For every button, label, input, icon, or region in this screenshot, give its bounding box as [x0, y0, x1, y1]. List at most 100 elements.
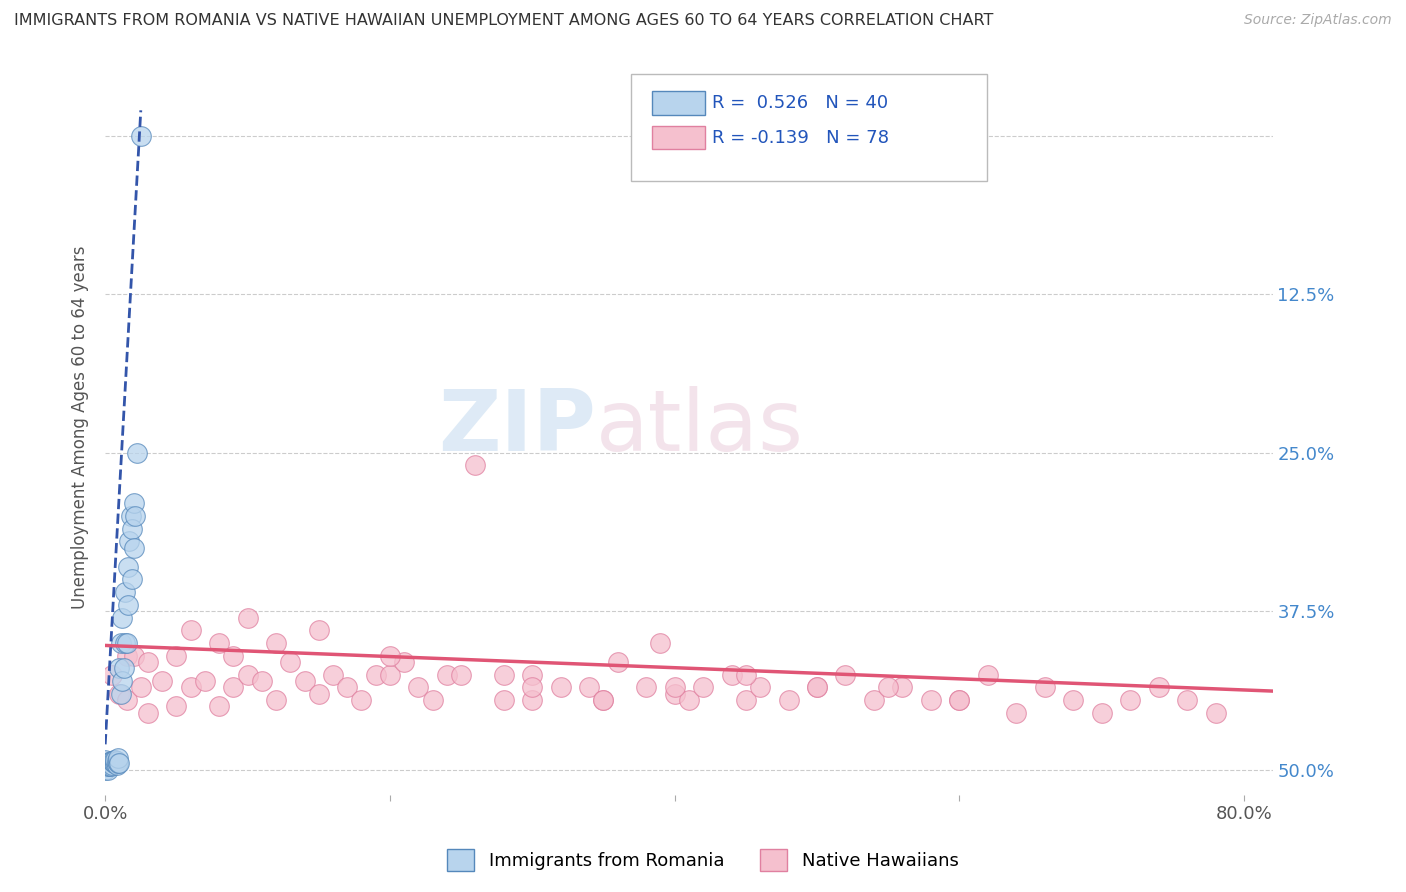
Point [806, 680, 828, 694]
Point [264, 693, 287, 707]
Point [650, 636, 672, 650]
Point [392, 655, 415, 669]
Text: R = -0.139   N = 78: R = -0.139 N = 78 [713, 128, 889, 146]
Point [136, 706, 159, 720]
Point [118, 534, 141, 549]
Text: R =  0.526   N = 40: R = 0.526 N = 40 [713, 94, 889, 112]
Point [108, 687, 131, 701]
Text: IMMIGRANTS FROM ROMANIA VS NATIVE HAWAIIAN UNEMPLOYMENT AMONG AGES 60 TO 64 YEAR: IMMIGRANTS FROM ROMANIA VS NATIVE HAWAII… [14, 13, 994, 29]
Point [678, 693, 700, 707]
Point [110, 636, 132, 650]
Point [122, 541, 145, 555]
Point [636, 680, 658, 694]
Text: ZIP: ZIP [437, 386, 596, 469]
Point [105, 757, 128, 772]
Text: atlas: atlas [596, 386, 803, 469]
Point [112, 661, 135, 675]
Point [107, 756, 129, 771]
Y-axis label: Unemployment Among Ages 60 to 64 years: Unemployment Among Ages 60 to 64 years [72, 245, 89, 609]
Point [94, 763, 117, 777]
Point [97, 759, 120, 773]
Point [111, 610, 134, 624]
Point [422, 693, 444, 707]
Point [122, 496, 145, 510]
Point [124, 509, 146, 524]
Point [121, 522, 143, 536]
Point [1147, 680, 1170, 694]
Point [222, 680, 245, 694]
Point [834, 667, 856, 681]
Point [114, 585, 136, 599]
Point [450, 667, 472, 681]
Point [664, 687, 686, 701]
Point [408, 680, 430, 694]
Point [98, 759, 121, 773]
Point [100, 759, 122, 773]
Point [294, 673, 316, 688]
Point [94, 753, 117, 767]
Point [308, 624, 330, 638]
Point [378, 667, 401, 681]
Point [97, 763, 120, 777]
Point [920, 693, 942, 707]
Point [111, 673, 134, 688]
Point [110, 687, 132, 701]
Point [165, 699, 187, 714]
Point [692, 680, 714, 694]
Point [100, 754, 122, 768]
Point [664, 680, 686, 694]
Point [464, 458, 486, 473]
Point [121, 573, 143, 587]
Point [129, 680, 152, 694]
Text: Source: ZipAtlas.com: Source: ZipAtlas.com [1244, 13, 1392, 28]
FancyBboxPatch shape [651, 91, 706, 115]
Point [103, 753, 125, 767]
Point [364, 667, 387, 681]
Point [891, 680, 914, 694]
Point [115, 636, 138, 650]
Point [863, 693, 886, 707]
Point [522, 693, 544, 707]
Point [1062, 693, 1084, 707]
Point [222, 648, 245, 663]
Point [105, 754, 128, 768]
Point [104, 753, 127, 767]
Point [117, 598, 139, 612]
Point [592, 693, 614, 707]
Point [1091, 706, 1114, 720]
Point [436, 667, 458, 681]
Point [101, 667, 124, 681]
Point [208, 699, 231, 714]
Point [948, 693, 970, 707]
Point [108, 661, 131, 675]
FancyBboxPatch shape [630, 74, 987, 181]
Point [136, 655, 159, 669]
Point [236, 667, 259, 681]
Point [250, 673, 273, 688]
Point [1033, 680, 1056, 694]
Point [150, 673, 173, 688]
Point [103, 756, 125, 771]
Point [101, 757, 124, 772]
Point [129, 128, 152, 143]
Point [98, 755, 121, 769]
Point [1175, 693, 1198, 707]
Point [378, 648, 401, 663]
Point [104, 756, 127, 771]
Point [606, 655, 628, 669]
Point [108, 756, 131, 771]
Point [278, 655, 301, 669]
Point [194, 673, 217, 688]
Point [264, 636, 287, 650]
Point [749, 680, 772, 694]
Point [120, 509, 142, 524]
Point [492, 667, 515, 681]
Point [350, 693, 373, 707]
Point [778, 693, 800, 707]
Point [522, 667, 544, 681]
Point [107, 751, 129, 765]
Point [236, 610, 259, 624]
Point [877, 680, 900, 694]
Point [806, 680, 828, 694]
Point [948, 693, 970, 707]
